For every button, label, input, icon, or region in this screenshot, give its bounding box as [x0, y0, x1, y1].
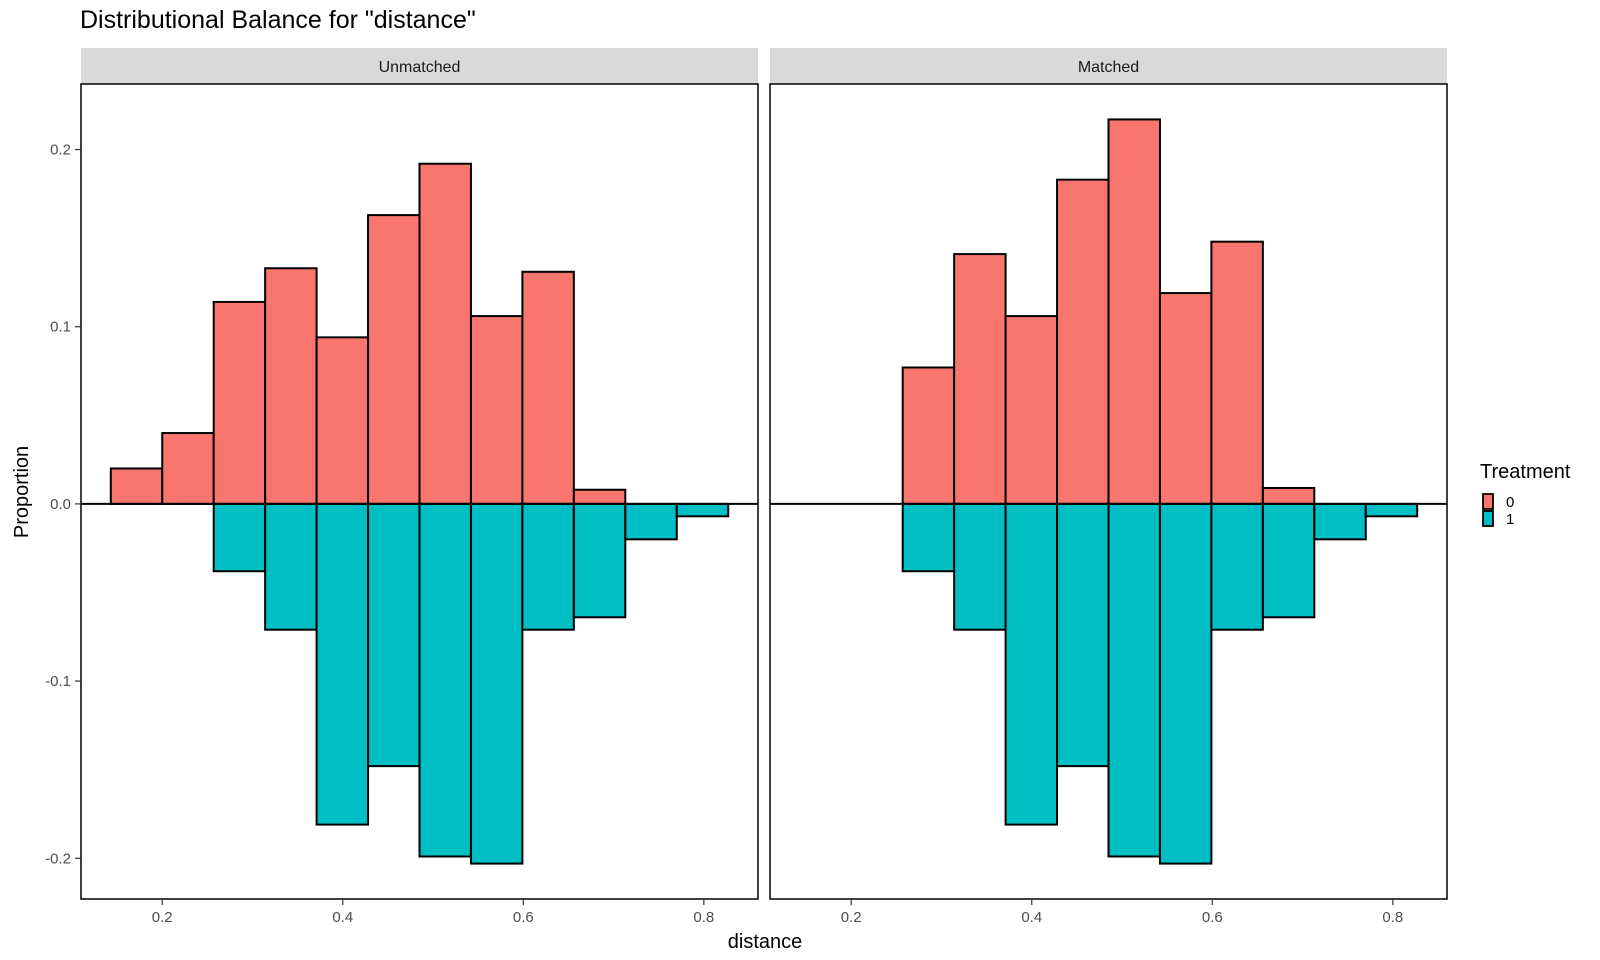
x-tick-label: 0.6 — [513, 909, 534, 926]
y-tick-label: 0.0 — [50, 496, 71, 513]
bar-unmatched-t0-5 — [367, 214, 421, 505]
bar-unmatched-t0-9 — [572, 488, 627, 505]
bar-unmatched-t0-8 — [521, 270, 575, 505]
bar-unmatched-t1-11 — [675, 502, 730, 518]
panel-unmatched: Unmatched 0.2 0.4 0.6 0.8 -0.2 -0.1 0.0 0.1 0.2 — [45, 48, 759, 926]
legend: Treatment 01 — [1480, 461, 1571, 528]
legend-label-0: 0 — [1506, 494, 1514, 511]
bar-unmatched-t0-6 — [418, 162, 472, 505]
x-tick-label: 0.8 — [1382, 909, 1403, 926]
legend-key-1 — [1482, 510, 1494, 527]
bar-matched-t1-2 — [901, 502, 956, 573]
bar-matched-t1-5 — [1056, 502, 1110, 768]
chart-title: Distributional Balance for "distance" — [80, 6, 476, 34]
y-tick-label: -0.2 — [45, 850, 71, 867]
strip-background — [770, 48, 1447, 84]
bar-unmatched-t0-0 — [109, 467, 164, 505]
x-tick-label: 0.6 — [1202, 909, 1223, 926]
x-tick-label: 0.4 — [332, 909, 353, 926]
legend-key-0 — [1482, 493, 1494, 510]
y-tick-label: -0.1 — [45, 673, 71, 690]
legend-title: Treatment — [1480, 461, 1571, 483]
x-tick-label: 0.4 — [1021, 909, 1042, 926]
bar-matched-t1-9 — [1261, 502, 1316, 619]
bar-unmatched-t1-8 — [521, 502, 575, 631]
bar-unmatched-t0-4 — [315, 336, 370, 505]
bar-unmatched-t1-5 — [367, 502, 421, 768]
bar-matched-t0-7 — [1158, 292, 1213, 505]
strip-label: Unmatched — [379, 59, 461, 76]
bar-matched-t0-3 — [953, 253, 1007, 505]
bar-unmatched-t1-2 — [212, 502, 267, 573]
strip-background — [81, 48, 758, 84]
bar-matched-t1-4 — [1004, 502, 1059, 826]
bar-matched-t0-8 — [1210, 240, 1264, 505]
bar-matched-t0-9 — [1261, 486, 1316, 505]
bar-matched-t1-10 — [1313, 502, 1367, 541]
panel-matched: Matched 0.2 0.4 0.6 0.8 — [769, 48, 1448, 926]
bar-unmatched-t1-9 — [572, 502, 627, 619]
x-tick-label: 0.2 — [841, 909, 862, 926]
bar-unmatched-t0-2 — [212, 300, 267, 505]
panel-border — [80, 83, 759, 900]
strip-label: Matched — [1078, 59, 1139, 76]
x-tick-label: 0.2 — [152, 909, 173, 926]
bar-matched-t1-6 — [1107, 502, 1161, 858]
bar-matched-t0-5 — [1056, 178, 1110, 505]
y-axis-title: Proportion — [11, 446, 33, 538]
x-tick-label: 0.8 — [693, 909, 714, 926]
bar-matched-t0-2 — [901, 366, 956, 505]
bar-matched-t1-8 — [1210, 502, 1264, 631]
y-tick-label: 0.1 — [50, 319, 71, 336]
bar-matched-t1-3 — [953, 502, 1007, 631]
bar-matched-t0-4 — [1004, 315, 1059, 505]
bar-unmatched-t0-3 — [264, 267, 318, 505]
legend-label-1: 1 — [1506, 511, 1514, 528]
bar-matched-t1-7 — [1158, 502, 1213, 865]
bar-unmatched-t1-3 — [264, 502, 318, 631]
bar-matched-t0-6 — [1107, 118, 1161, 505]
bar-unmatched-t1-7 — [469, 502, 524, 865]
bar-matched-t1-11 — [1364, 502, 1419, 518]
bar-unmatched-t1-6 — [418, 502, 472, 858]
y-tick-label: 0.2 — [50, 142, 71, 159]
bar-unmatched-t1-4 — [315, 502, 370, 826]
bar-unmatched-t0-1 — [161, 432, 215, 505]
bar-unmatched-t0-7 — [469, 315, 524, 505]
panel-border — [769, 83, 1448, 900]
bar-unmatched-t1-10 — [624, 502, 678, 541]
x-axis-title: distance — [728, 931, 803, 953]
